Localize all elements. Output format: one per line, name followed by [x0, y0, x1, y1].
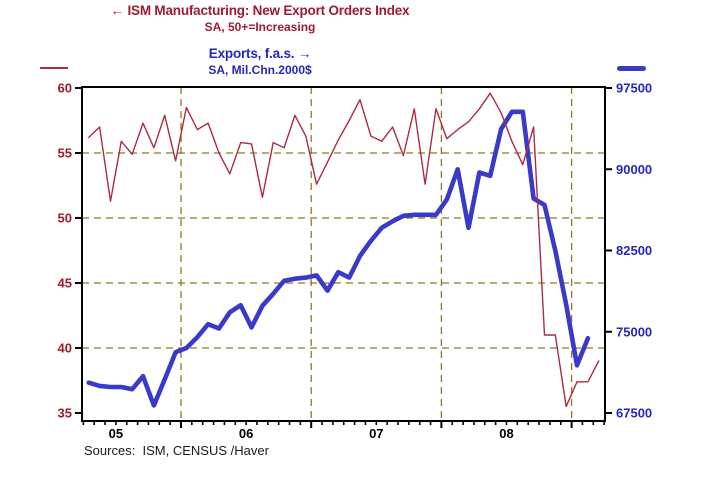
- left-axis-tick-label: 50: [58, 211, 72, 226]
- left-axis-tick-label: 45: [58, 276, 72, 291]
- left-axis-tick-label: 35: [58, 406, 72, 421]
- right-axis-tick-label: 75000: [616, 324, 652, 339]
- right-axis-tick-label: 97500: [616, 81, 652, 96]
- x-axis-year-label: 06: [239, 426, 253, 441]
- x-axis-year-label: 07: [369, 426, 383, 441]
- left-axis-tick-label: 60: [58, 81, 72, 96]
- right-axis-tick-label: 90000: [616, 162, 652, 177]
- x-axis-year-label: 05: [109, 426, 123, 441]
- exports-line: [86, 109, 591, 408]
- ism-new-export-orders-line: [88, 92, 600, 408]
- sources-note: Sources: ISM, CENSUS /Haver: [84, 443, 269, 458]
- left-axis-tick-label: 55: [58, 146, 72, 161]
- right-axis-tick-label: 67500: [616, 406, 652, 421]
- right-axis-tick-label: 82500: [616, 243, 652, 258]
- left-series-key-line: [40, 67, 68, 69]
- left-axis-tick-label: 40: [58, 341, 72, 356]
- x-axis-year-label: 08: [499, 426, 513, 441]
- right-series-key-line: [617, 66, 646, 71]
